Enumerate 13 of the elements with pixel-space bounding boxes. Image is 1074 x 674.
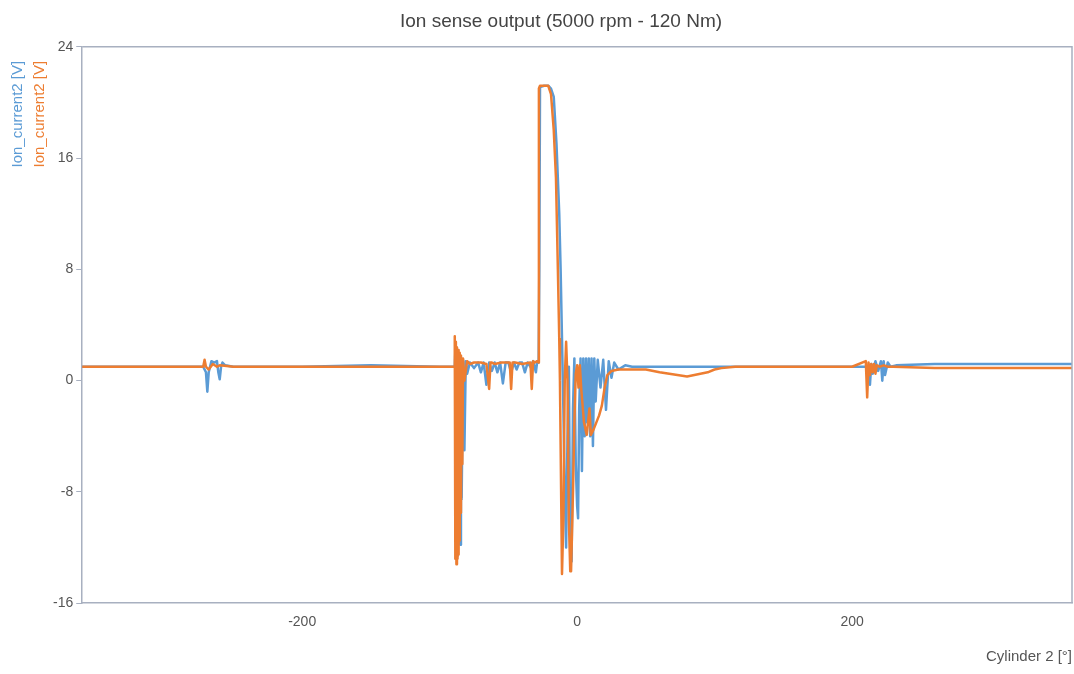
y-tick-label: 24 xyxy=(57,37,74,54)
x-axis-title: Cylinder 2 [°] xyxy=(985,647,1072,665)
text: Ion_current2 [V] xyxy=(30,60,48,168)
x-tick-label: 0 xyxy=(573,613,582,630)
x-tick-label: 200 xyxy=(840,613,864,630)
chart-title: Ion sense output (5000 rpm - 120 Nm) xyxy=(399,9,723,31)
x-tick-label: -200 xyxy=(288,613,317,630)
y-tick-label: 16 xyxy=(57,148,74,165)
y-tick-label: -8 xyxy=(60,482,74,499)
y-tick-label: -16 xyxy=(53,594,74,611)
y-tick-label: 8 xyxy=(65,260,74,277)
y-tick-label: 0 xyxy=(65,371,74,388)
text: Ion_current2 [V] xyxy=(8,60,26,168)
